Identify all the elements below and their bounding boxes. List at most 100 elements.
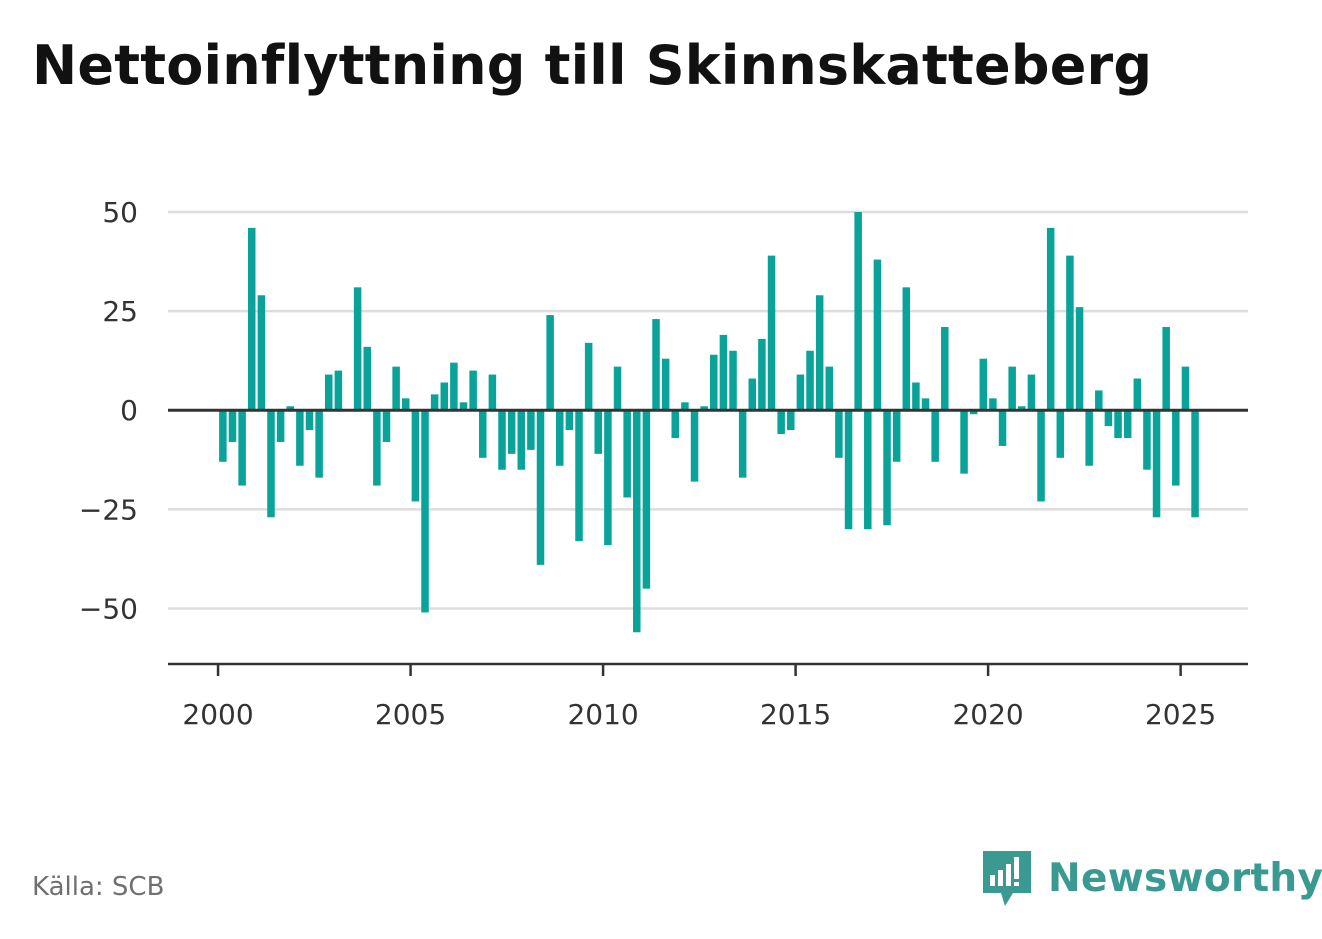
bar <box>459 402 468 411</box>
bar <box>902 287 911 411</box>
bar <box>257 295 266 411</box>
bar <box>912 382 920 411</box>
bar <box>969 410 978 415</box>
bar <box>228 410 237 442</box>
bar <box>777 410 785 435</box>
bar <box>854 212 862 411</box>
bar <box>835 410 843 458</box>
bar <box>1027 374 1036 411</box>
bar <box>238 410 246 486</box>
bar <box>1008 366 1016 411</box>
bar <box>594 410 603 454</box>
bar <box>1104 410 1113 427</box>
bar <box>787 410 795 431</box>
y-tick-label: −50 <box>79 592 138 625</box>
bar <box>661 358 670 411</box>
bar <box>815 295 824 411</box>
newsworthy-bar-chart-icon <box>983 851 1031 906</box>
bar <box>1037 410 1045 502</box>
axes <box>168 408 1248 676</box>
bar <box>642 410 651 589</box>
bar <box>565 410 574 431</box>
page-title: Nettoinflyttning till Skinnskatteberg <box>32 34 1153 97</box>
bar <box>1046 227 1055 411</box>
bar <box>546 315 554 411</box>
x-tick-label: 2020 <box>952 698 1023 731</box>
bar <box>575 410 583 542</box>
bar <box>604 410 612 546</box>
bar <box>1172 410 1180 486</box>
bar <box>1095 390 1103 411</box>
x-tick-label: 2010 <box>567 698 638 731</box>
bar <box>267 410 275 518</box>
x-tick-label: 2005 <box>375 698 446 731</box>
y-tick-label: 50 <box>102 196 138 229</box>
bar <box>864 410 872 530</box>
bar <box>1123 410 1132 438</box>
bar <box>334 370 343 411</box>
bar <box>1191 410 1199 518</box>
bar <box>1152 410 1161 518</box>
bar <box>806 350 814 411</box>
bar <box>748 378 757 411</box>
bar <box>219 410 227 462</box>
bar <box>700 406 708 411</box>
brand-name: Newsworthy <box>1048 855 1322 901</box>
bar <box>276 410 285 442</box>
bar <box>1143 410 1151 470</box>
bar <box>989 398 997 411</box>
bar <box>1018 406 1026 411</box>
bar <box>353 287 362 411</box>
bar <box>498 410 506 470</box>
x-tick-label: 2025 <box>1145 698 1216 731</box>
bar <box>305 410 314 431</box>
bar <box>941 326 949 411</box>
bar <box>671 410 680 438</box>
bar <box>1066 255 1074 411</box>
gridlines <box>168 210 1248 610</box>
bar <box>315 410 323 478</box>
bar <box>796 374 805 411</box>
bar <box>738 410 747 478</box>
bar <box>960 410 968 474</box>
bar <box>247 227 256 411</box>
bar <box>767 255 776 411</box>
tick-labels: 50 25 0 −25 −50 2000 2005 2010 2015 2020 2025 <box>79 196 1216 731</box>
bar <box>584 342 593 411</box>
bar <box>710 354 718 411</box>
bar <box>690 410 699 482</box>
source-note: Källa: SCB <box>32 872 165 902</box>
y-tick-label: 0 <box>120 394 138 427</box>
bar <box>536 410 545 565</box>
bar <box>825 366 834 411</box>
bar <box>1114 410 1122 438</box>
bar <box>633 410 641 633</box>
bar <box>681 402 689 411</box>
bar <box>421 410 429 613</box>
bar <box>998 410 1007 446</box>
bar <box>373 410 381 486</box>
bar <box>873 259 882 411</box>
y-tick-label: 25 <box>102 295 138 328</box>
x-tick-label: 2015 <box>760 698 831 731</box>
bar <box>440 382 449 411</box>
bar <box>1181 366 1190 411</box>
x-tick-label: 2000 <box>182 698 253 731</box>
bar <box>1085 410 1093 466</box>
bar <box>844 410 853 530</box>
bar <box>652 319 660 411</box>
bar <box>623 410 631 498</box>
bar <box>1133 378 1142 411</box>
bar <box>921 398 930 411</box>
bar <box>507 410 516 454</box>
bar <box>479 410 487 458</box>
bar <box>363 346 372 411</box>
bar <box>324 374 333 411</box>
bar <box>450 362 458 411</box>
bars <box>219 212 1199 633</box>
bar <box>719 334 728 411</box>
bar <box>729 350 737 411</box>
bar <box>1075 307 1084 411</box>
bar <box>430 394 439 411</box>
